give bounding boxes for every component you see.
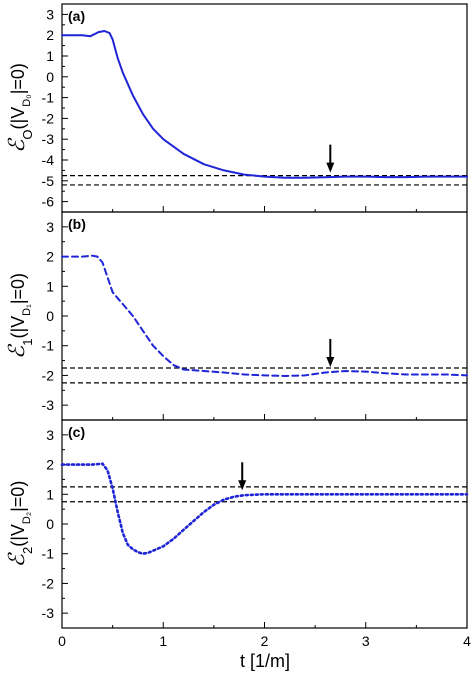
y-tick-label: 1 — [46, 486, 54, 502]
y-tick-label: 0 — [46, 308, 54, 324]
y-tick-label: -3 — [42, 131, 55, 147]
y-axis-subscript: O — [20, 129, 35, 139]
y-tick-label: 1 — [46, 48, 54, 64]
x-tick-label: 4 — [463, 633, 471, 649]
y-tick-label: -4 — [42, 152, 55, 168]
y-tick-label: -3 — [42, 397, 55, 413]
y-tick-label: 1 — [46, 278, 54, 294]
panel-tag: (a) — [68, 8, 85, 24]
y-axis-paren: (|V — [8, 107, 28, 130]
y-tick-label: 3 — [46, 6, 54, 22]
arrow-head — [326, 162, 335, 173]
panel-frame — [61, 3, 468, 213]
y-tick-label: -1 — [42, 90, 55, 106]
y-tick-label: 3 — [46, 219, 54, 235]
series-line — [61, 30, 468, 179]
y-axis-subscript: 1 — [20, 338, 35, 345]
y-tick-label: -1 — [42, 338, 55, 354]
y-tick-label: 2 — [46, 27, 54, 43]
series-line — [61, 254, 468, 377]
x-tick-label: 2 — [261, 633, 269, 649]
y-tick-label: 3 — [46, 427, 54, 443]
panel-tag: (c) — [68, 424, 85, 440]
y-tick-label: -5 — [42, 173, 55, 189]
panel-frame — [61, 211, 468, 421]
panel-0: -6 -5 -4 -3 -2 -1 0 1 2 3 (a) ℰO(|VD₀|=0) — [4, 3, 468, 213]
y-tick-label: 0 — [46, 69, 54, 85]
y-axis-title: ℰO(|VD₀|=0) — [4, 63, 35, 153]
series-line — [60, 462, 469, 556]
y-tick-label: -6 — [42, 194, 55, 210]
y-axis-symbol: ℰ — [4, 343, 29, 359]
y-tick-label: -3 — [42, 605, 55, 621]
arrow-head — [326, 356, 335, 367]
y-axis-paren-close: |=0) — [8, 273, 28, 304]
y-axis-vsub: D₁ — [21, 304, 33, 316]
y-axis-title: ℰ1(|VD₁|=0) — [4, 273, 35, 359]
y-tick-label: 2 — [46, 249, 54, 265]
y-tick-label: -1 — [42, 546, 55, 562]
y-axis-paren: (|V — [8, 316, 28, 339]
y-tick-label: 0 — [46, 516, 54, 532]
x-tick-label: 3 — [362, 633, 370, 649]
x-axis-title: t [1/m] — [240, 651, 290, 671]
y-axis-paren-close: |=0) — [8, 63, 28, 94]
y-axis-vsub: D₀ — [21, 94, 33, 107]
y-tick-label: -2 — [42, 367, 55, 383]
panel-tag: (b) — [68, 216, 86, 232]
y-axis-paren-close: |=0) — [8, 481, 28, 512]
y-axis-title: ℰ2(|VD₂|=0) — [4, 481, 35, 568]
arrow-head — [238, 480, 247, 491]
x-tick-label: 1 — [159, 633, 167, 649]
y-axis-paren: (|V — [8, 524, 28, 547]
y-axis-symbol: ℰ — [4, 137, 29, 153]
y-axis-symbol: ℰ — [4, 551, 29, 567]
y-axis-subscript: 2 — [20, 547, 35, 554]
x-tick-label: 0 — [58, 633, 66, 649]
panel-frame — [61, 419, 468, 629]
y-tick-label: 2 — [46, 457, 54, 473]
y-axis-vsub: D₂ — [21, 512, 33, 524]
y-tick-label: -2 — [42, 110, 55, 126]
y-tick-label: -2 — [42, 575, 55, 591]
